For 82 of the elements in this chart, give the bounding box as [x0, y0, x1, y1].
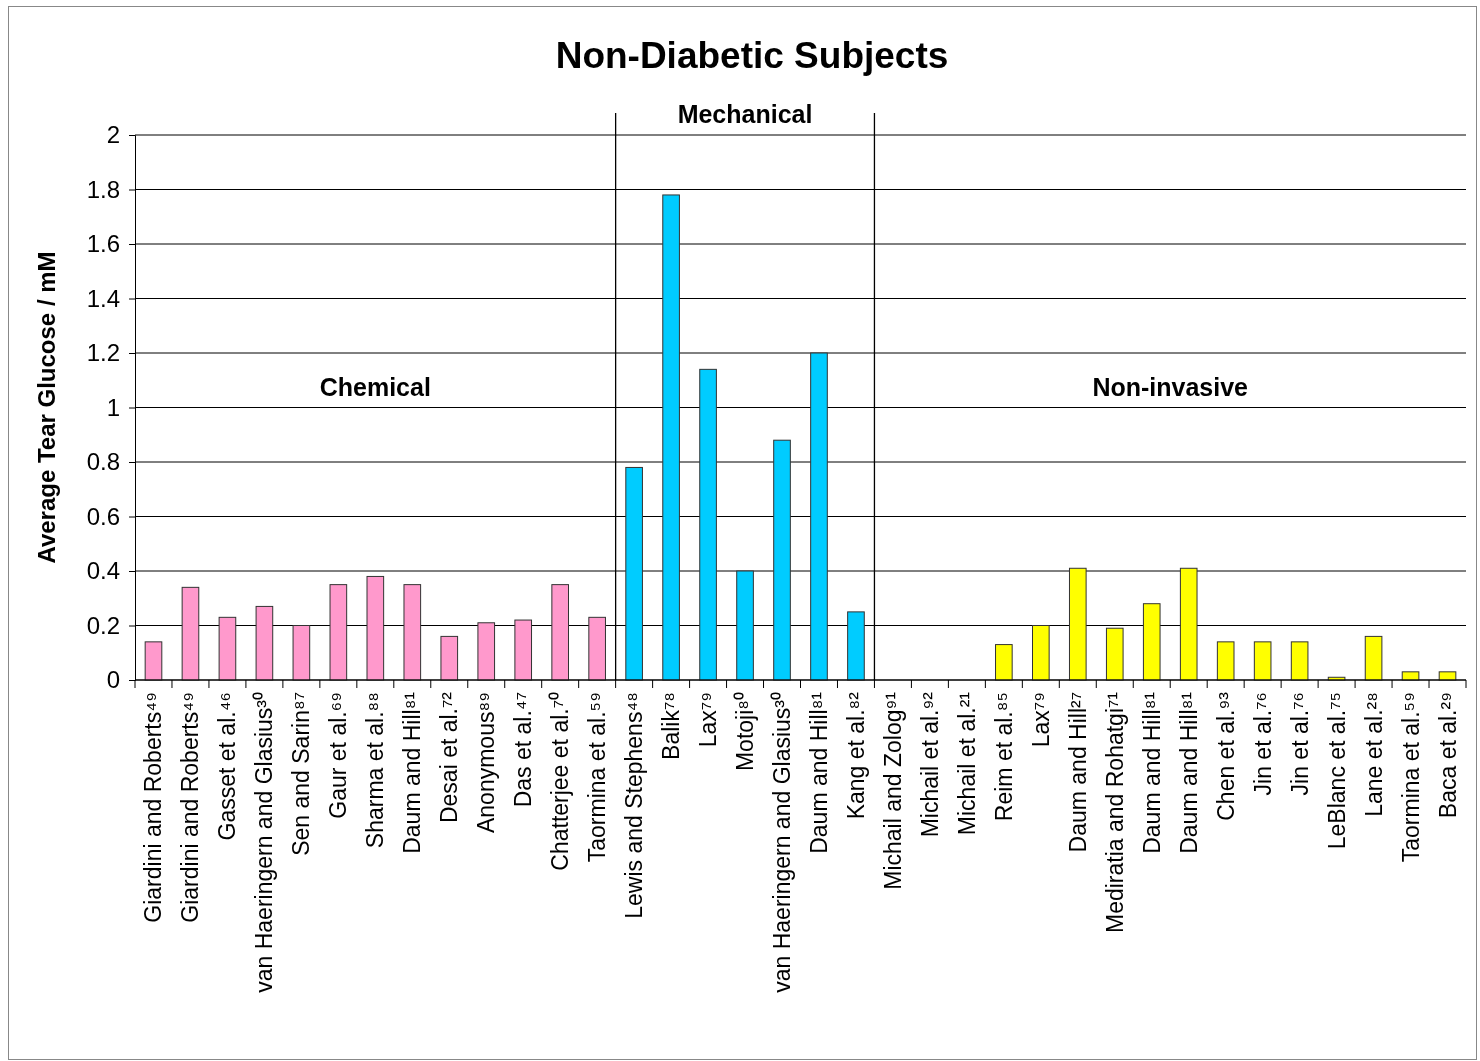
bar	[662, 194, 680, 681]
chart-title: Non-Diabetic Subjects	[555, 35, 949, 76]
bar	[810, 352, 828, 681]
x-tick-label: Daum and Hill⁸¹	[1138, 691, 1165, 854]
y-tick-label: 0.2	[86, 611, 120, 639]
y-tick-label: 0.6	[86, 502, 120, 530]
y-tick-label: 0.4	[86, 557, 120, 585]
x-tick-label: Desai et al.⁷²	[436, 691, 463, 824]
bar	[736, 570, 754, 681]
y-tick-label: 1.4	[86, 284, 120, 312]
bar	[181, 586, 200, 681]
x-tick-label: Motoji⁸⁰	[732, 692, 759, 772]
text: Mechanical	[677, 100, 813, 128]
x-tick-label: Michail and Zolog⁹¹	[879, 691, 906, 890]
bar	[292, 625, 311, 681]
bar	[773, 439, 791, 681]
bar	[440, 635, 459, 681]
bar	[144, 641, 163, 681]
y-tick-label: 1.8	[86, 175, 120, 203]
x-tick-label: Daum and Hill⁸¹	[805, 691, 832, 854]
x-tick-label: Daum and Hill⁸¹	[1175, 691, 1202, 854]
bar	[1253, 641, 1272, 681]
x-tick-label: Daum and Hill²⁷	[1064, 692, 1091, 853]
x-tick-label: Michail et al.²¹	[953, 691, 980, 836]
x-tick-label: Anonymous⁸⁹	[473, 692, 500, 834]
bar	[366, 575, 385, 681]
x-tick-label: Giardini and Roberts⁴⁹	[177, 692, 204, 923]
y-tick-label: 1.2	[86, 339, 120, 367]
bar	[625, 466, 643, 681]
x-tick-label: Das et al.⁴⁷	[510, 692, 537, 808]
x-tick-label: Taormina et al.⁵⁹	[584, 692, 611, 863]
x-tick-label: Chatterjee et al.⁷⁰	[547, 692, 574, 871]
x-tick-label: van Haeringern and Glasius³⁰	[251, 692, 278, 993]
x-tick-label: Giardini and Roberts⁴⁹	[140, 692, 167, 923]
y-axis-title: Average Tear Glucose / mM	[33, 251, 60, 564]
y-tick-label: 1	[106, 393, 120, 421]
x-tick-label: Jin et al.⁷⁶	[1249, 692, 1276, 796]
y-tick-label: 1.6	[86, 230, 120, 258]
x-tick-label: Lane et al.²⁸	[1360, 692, 1387, 817]
bar	[847, 611, 865, 681]
x-tick-label: Reim et al.⁸⁵	[990, 692, 1017, 822]
x-tick-label: Baca et al.²⁹	[1434, 692, 1461, 819]
x-tick-label: Taormina et al.⁵⁹	[1397, 692, 1424, 863]
bar	[514, 619, 533, 681]
bar	[1364, 635, 1383, 681]
x-tick-label: Sen and Sarin⁸⁷	[288, 692, 315, 856]
bar	[1032, 625, 1050, 681]
annotation: Chemical	[319, 373, 431, 401]
x-tick-label: Kang et al.⁸²	[842, 691, 869, 820]
x-tick-label: Gasset et al.⁴⁶	[214, 692, 241, 841]
y-tick-label: 2	[106, 121, 120, 149]
bar	[588, 616, 606, 681]
x-tick-label: Gaur et al.⁶⁹	[325, 692, 352, 819]
bar	[1142, 603, 1161, 681]
bar	[1068, 567, 1087, 681]
x-tick-label: Daum and Hill⁸¹	[399, 691, 426, 854]
x-tick-label: Lewis and Stephens⁴⁸	[621, 692, 648, 919]
bar	[477, 622, 496, 681]
x-tick-label: Chen et al.⁹³	[1212, 691, 1239, 821]
bar	[551, 584, 569, 681]
x-tick-label: Jin et al.⁷⁶	[1286, 692, 1313, 796]
y-tick-label: 0	[106, 666, 120, 694]
bar	[255, 605, 274, 681]
x-tick-label: Balik⁷⁸	[658, 692, 685, 760]
x-tick-label: Sharma et al.⁸⁸	[362, 692, 389, 849]
bar	[403, 584, 422, 681]
bar	[1216, 641, 1235, 681]
x-tick-label: Lax⁷⁹	[695, 692, 722, 748]
x-tick-label: Lax⁷⁹	[1027, 692, 1054, 748]
x-tick-label: Mediratia and Rohatgi⁷¹	[1101, 691, 1128, 934]
bar	[329, 584, 348, 681]
y-tick-label: 0.8	[86, 448, 120, 476]
bar	[1105, 627, 1124, 681]
x-tick-label: LeBlanc et al.⁷⁵	[1323, 692, 1350, 850]
bar	[218, 616, 237, 681]
x-tick-label: van Haeringern and Glasius³⁰	[769, 692, 796, 993]
bar	[995, 644, 1013, 681]
bar	[1290, 641, 1309, 681]
x-tick-label: Michail et al.⁹²	[916, 691, 943, 838]
bar	[699, 368, 717, 681]
bar	[1179, 567, 1198, 681]
annotation: Non-invasive	[1092, 373, 1249, 401]
